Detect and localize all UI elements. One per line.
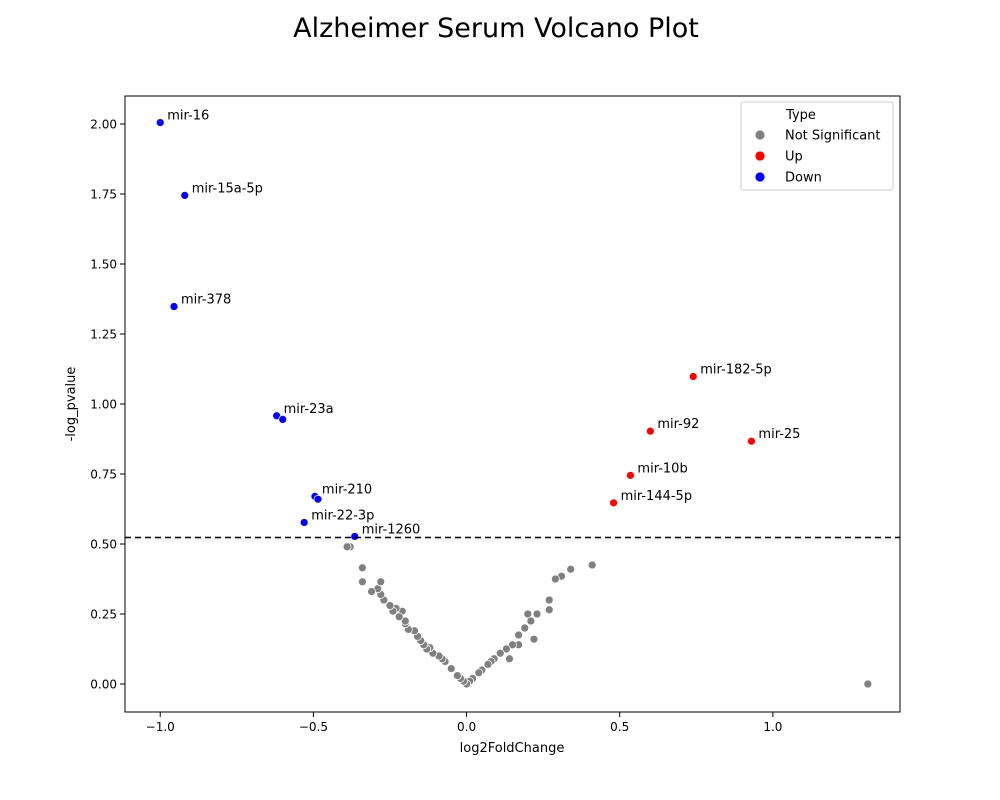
point-not-significant-47 [385,601,395,610]
point-not-significant-4 [551,574,560,584]
annotation-label: mir-15a-5p [192,181,263,196]
point-not-significant-20 [483,660,493,669]
point-down-4 [278,415,288,424]
y-tick-label: 1.00 [90,398,117,412]
point-not-significant-42 [400,616,410,626]
y-tick-label: 0.50 [90,538,117,552]
x-tick-label: 0.0 [457,720,476,734]
point-not-significant-51 [376,577,386,587]
x-tick-label: −1.0 [146,720,175,734]
point-up-1 [645,426,655,436]
y-tick-label: 2.00 [90,118,117,132]
annotation-label: mir-144-5p [621,489,693,504]
point-not-significant-11 [514,630,524,640]
annotation-label: mir-92 [657,417,699,432]
annotation-label: mir-210 [322,482,372,497]
annotation-label: mir-22-3p [311,508,374,523]
legend-marker [754,129,766,141]
points-layer [155,118,873,689]
annotation-label: mir-16 [167,109,209,124]
legend-entry-label: Up [785,150,803,165]
point-not-significant-22 [474,668,484,678]
x-axis-label: log2FoldChange [460,741,565,756]
annotation-label: mir-378 [181,293,231,308]
point-down-1 [180,191,190,200]
point-not-significant-14 [508,640,517,650]
annotation-label: mir-10b [637,461,687,476]
legend-box [740,101,894,191]
point-down-6 [313,494,323,504]
legend: Type Not Significant Up Down [740,101,894,191]
point-not-significant-16 [495,648,505,658]
point-down-0 [155,118,165,127]
annotation-label: mir-23a [284,402,334,417]
point-not-significant-29 [446,664,456,673]
legend-title: Type [785,108,816,123]
y-tick-label: 1.25 [90,328,117,342]
y-tick-label: 1.75 [90,188,117,202]
plot-area [125,96,900,712]
point-not-significant-2 [566,564,576,574]
x-tick-label: −0.5 [299,720,328,734]
annotation-label: mir-25 [758,427,800,442]
legend-marker [754,171,766,183]
y-tick-label: 0.00 [90,678,117,692]
annotations-layer: mir-16 mir-15a-5p mir-378 mir-23a mir-210 mir… [167,109,800,538]
y-tick-label: 0.25 [90,608,117,622]
point-down-8 [350,532,360,541]
y-axis-label: -log_pvalue [64,367,79,442]
legend-entry-label: Not Significant [785,129,881,144]
y-axis: 0.00 0.25 0.50 0.75 1.00 1.25 1.50 1.75 2.00 [90,118,125,692]
point-not-significant-54 [358,563,367,573]
legend-entries: Not Significant Up Down [754,129,881,186]
point-not-significant-44 [394,612,404,622]
annotation-label: mir-182-5p [700,363,772,378]
point-not-significant-17 [505,654,514,664]
y-tick-label: 0.75 [90,468,117,482]
point-not-significant-52 [367,587,376,596]
point-not-significant-28 [452,671,462,680]
point-not-significant-15 [501,644,511,654]
point-down-2 [169,302,179,311]
point-not-significant-10 [520,623,530,633]
point-up-4 [609,498,618,508]
point-not-significant-0 [863,679,873,689]
point-not-significant-6 [544,605,554,615]
legend-marker [754,150,766,162]
point-not-significant-1 [587,560,597,570]
point-up-0 [688,372,698,381]
point-not-significant-53 [358,577,367,587]
x-tick-label: 1.0 [763,720,782,734]
point-not-significant-12 [529,634,539,644]
x-tick-label: 0.5 [610,720,629,734]
point-not-significant-9 [526,616,536,626]
point-down-7 [299,518,309,527]
point-not-significant-56 [342,542,352,552]
y-tick-label: 1.50 [90,258,117,272]
point-not-significant-7 [532,609,542,619]
point-not-significant-5 [544,595,554,605]
chart-title: Alzheimer Serum Volcano Plot [293,13,699,44]
legend-entry-label: Down [785,171,822,186]
annotation-label: mir-1260 [362,522,421,537]
point-up-3 [626,471,635,480]
point-up-2 [747,436,756,446]
x-axis: −1.0 −0.5 0.0 0.5 1.0 [146,712,782,734]
